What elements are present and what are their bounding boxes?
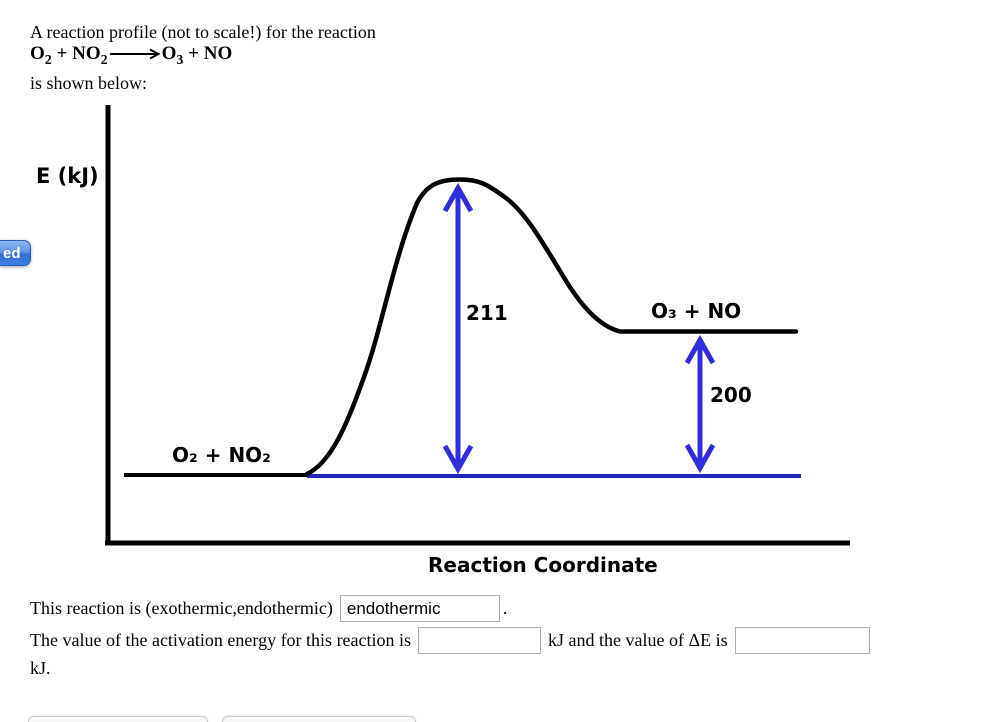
activation-energy-arrow (442, 182, 474, 475)
equation-product1: O (161, 43, 177, 64)
equation-product1-sub: 3 (176, 52, 184, 68)
question-intro-line3: is shown below: (30, 73, 147, 93)
question-line-2: The value of the activation energy for t… (30, 627, 870, 657)
side-feedback-tab[interactable]: ed (0, 240, 31, 266)
q1-period: . (502, 598, 508, 619)
delta-e-answer-input[interactable] (734, 627, 870, 654)
bottom-button-2[interactable] (222, 716, 416, 722)
q1-prompt: This reaction is (exothermic,endothermic… (30, 598, 333, 619)
q2-prompt: The value of the activation energy for t… (30, 630, 412, 651)
equation-reactant1-sub: 2 (44, 52, 52, 68)
equation-product2: + NO (183, 43, 233, 64)
energy-curve (304, 177, 799, 477)
x-axis-label: Reaction Coordinate (428, 553, 658, 577)
activation-energy-value: 211 (466, 301, 508, 325)
reactant-label: O₂ + NO₂ (172, 443, 271, 467)
delta-e-value: 200 (710, 383, 752, 407)
reaction-arrow-icon (109, 48, 161, 60)
q2-mid-text: kJ and the value of ΔE is (548, 630, 728, 651)
delta-e-arrow (684, 334, 716, 474)
bottom-button-1[interactable] (28, 716, 208, 722)
activation-energy-answer-input[interactable] (418, 627, 542, 654)
product-label: O₃ + NO (651, 299, 742, 323)
y-axis-label: E (kJ) (36, 164, 99, 188)
question-line-3: kJ. (30, 658, 51, 678)
equation-reactant2: + NO (51, 43, 101, 64)
question-intro-line1: A reaction profile (not to scale!) for t… (30, 22, 376, 42)
reaction-equation: O2 + NO2 O3 + NO (30, 43, 232, 72)
question-line-1: This reaction is (exothermic,endothermic… (30, 595, 507, 625)
equation-reactant1: O (30, 43, 45, 64)
equation-reactant2-sub: 2 (100, 52, 108, 68)
thermicity-answer-input[interactable] (339, 595, 500, 622)
